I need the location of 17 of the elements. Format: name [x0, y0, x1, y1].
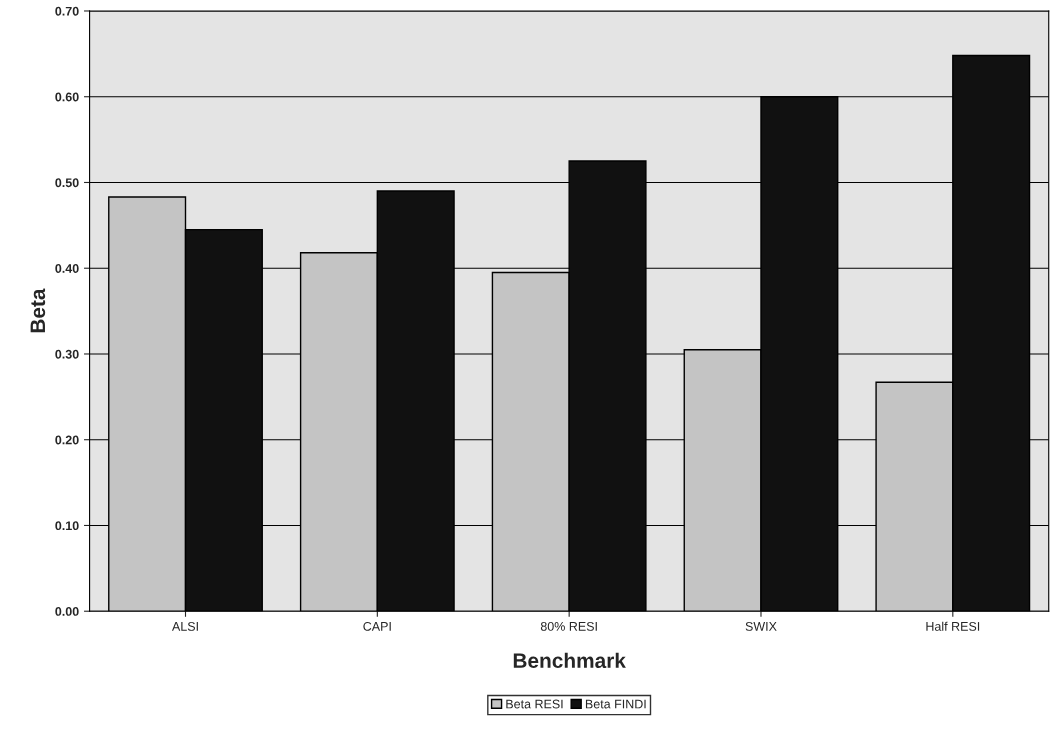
- y-tick-label: 0.10: [55, 521, 79, 531]
- y-axis-title: Beta: [30, 288, 46, 333]
- y-tick-label: 0.00: [55, 607, 79, 616]
- y-tick-label: 0.20: [55, 435, 79, 445]
- legend-label: Beta RESI: [506, 699, 563, 709]
- y-tick-label: 0.40: [55, 264, 79, 273]
- y-tick-label: 0.70: [55, 6, 79, 16]
- x-tick-label: CAPI: [363, 621, 391, 631]
- x-tick-label: Half RESI: [926, 621, 980, 631]
- x-axis-title: Benchmark: [513, 652, 626, 669]
- y-tick-label: 0.50: [55, 178, 79, 188]
- y-tick-label: 0.60: [55, 92, 79, 102]
- x-tick-label: ALSI: [171, 621, 198, 631]
- x-tick-label: SWIX: [745, 621, 777, 631]
- y-tick-label: 0.30: [55, 349, 79, 359]
- x-tick-label: 80% RESI: [540, 621, 597, 631]
- legend-label: Beta FINDI: [585, 699, 646, 709]
